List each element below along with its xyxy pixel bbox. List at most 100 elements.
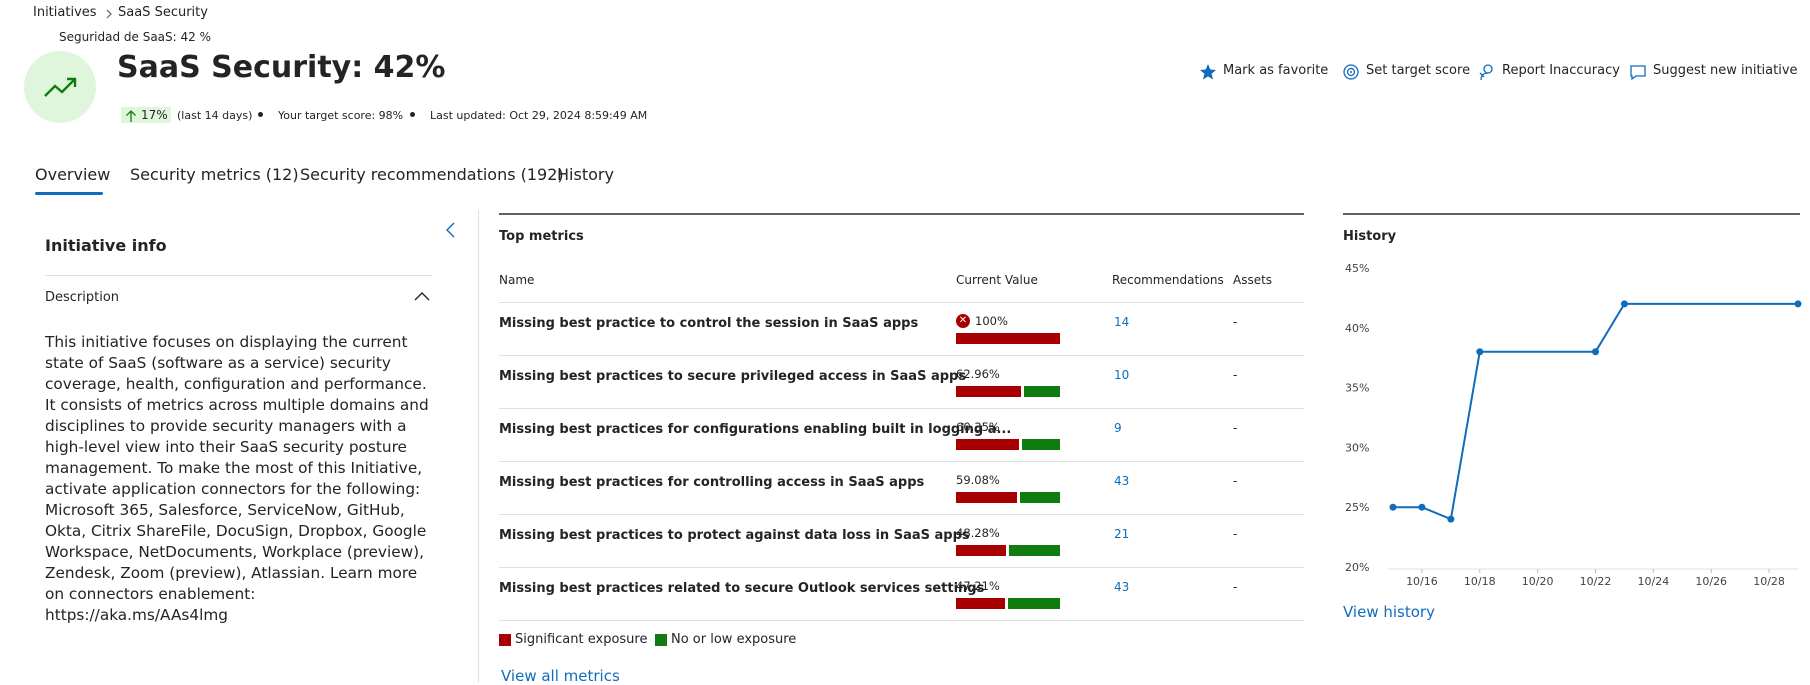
recommendations-link[interactable]: 9 <box>1114 421 1122 435</box>
assets: - <box>1233 474 1238 488</box>
trend-icon <box>24 51 96 123</box>
data-point <box>1476 348 1484 356</box>
legend-label: Significant exposure <box>515 632 648 647</box>
metric-name[interactable]: Missing best practices to protect agains… <box>499 528 970 543</box>
section-title: Description <box>45 290 120 305</box>
breadcrumb-link[interactable]: Initiatives <box>33 5 97 20</box>
row-divider <box>499 408 1304 409</box>
section-toggle[interactable] <box>413 290 431 302</box>
x-tick-label: 10/26 <box>1695 575 1727 588</box>
tab[interactable]: Security metrics (12) <box>130 165 299 184</box>
x-tick-label: 10/22 <box>1580 575 1612 588</box>
y-tick-label: 45% <box>1345 262 1369 275</box>
significant-bar <box>956 492 1018 503</box>
metric-value: 62.96% <box>956 367 1000 381</box>
metric-value: 59.08% <box>956 473 1000 487</box>
metric-name[interactable]: Missing best practices for configuration… <box>499 422 1012 437</box>
assets: - <box>1233 527 1238 541</box>
target-score: Your target score: 98% <box>278 109 404 122</box>
panel-divider <box>478 210 479 683</box>
low-bar <box>1020 492 1060 503</box>
metric-name[interactable]: Missing best practices to secure privile… <box>499 369 967 384</box>
breadcrumb-separator <box>106 9 112 19</box>
metric-value: 60.35% <box>956 420 1000 434</box>
recommendations-link[interactable]: 10 <box>1114 368 1130 382</box>
row-divider <box>499 461 1304 462</box>
card-border <box>1343 213 1800 215</box>
significant-bar <box>956 439 1019 450</box>
x-tick-label: 10/16 <box>1406 575 1438 588</box>
recommendations-link[interactable]: 14 <box>1114 315 1130 329</box>
significant-bar <box>956 333 1060 344</box>
action-button[interactable]: Set target score <box>1366 63 1471 78</box>
history-chart: 20% 25% 30% 35% 40% 45% 10/16 10/18 10/20 10/22 10… <box>1345 262 1802 588</box>
row-divider <box>499 355 1304 356</box>
x-tick-label: 10/20 <box>1522 575 1554 588</box>
low-bar <box>1021 439 1060 450</box>
metric-name[interactable]: Missing best practices related to secure… <box>499 581 985 596</box>
row-divider <box>499 514 1304 515</box>
tab-selected[interactable]: Overview <box>35 165 111 184</box>
metric-value: 47.21% <box>956 579 1000 593</box>
row-divider <box>499 567 1304 568</box>
breadcrumb-current: SaaS Security <box>118 5 208 20</box>
x-tick-label: 10/18 <box>1464 575 1496 588</box>
data-point <box>1418 503 1426 511</box>
x-tick-label: 10/28 <box>1753 575 1785 588</box>
target-icon <box>1343 64 1359 80</box>
collapse-button[interactable] <box>444 221 458 239</box>
line-series <box>1393 302 1798 521</box>
action-button[interactable]: Report Inaccuracy <box>1502 63 1620 78</box>
card-title: Top metrics <box>499 229 584 244</box>
y-tick-label: 35% <box>1345 382 1369 395</box>
page-title: SaaS Security: 42% <box>117 50 446 85</box>
star-icon <box>1200 64 1216 80</box>
legend-swatch <box>499 634 511 646</box>
metric-name[interactable]: Missing best practices for controlling a… <box>499 475 925 490</box>
metric-name[interactable]: Missing best practice to control the ses… <box>499 316 919 331</box>
low-bar <box>1024 386 1060 397</box>
column-header: Assets <box>1233 273 1273 287</box>
tab[interactable]: History <box>557 165 614 184</box>
data-point <box>1794 300 1802 308</box>
y-tick-label: 20% <box>1345 561 1369 574</box>
assets: - <box>1233 315 1238 329</box>
metric-value: 48.28% <box>956 526 1000 540</box>
panel-title: Initiative info <box>45 236 167 255</box>
data-point <box>1447 515 1455 523</box>
data-point <box>1620 300 1628 308</box>
significant-bar <box>956 386 1022 397</box>
row-divider <box>499 620 1304 621</box>
divider <box>45 275 432 276</box>
column-header: Name <box>499 273 535 287</box>
recommendations-link[interactable]: 43 <box>1114 580 1130 594</box>
trend-badge: 17% <box>121 107 171 123</box>
card-border <box>499 213 1304 215</box>
trend-period: (last 14 days) <box>177 109 253 122</box>
low-bar <box>1009 545 1060 556</box>
data-point <box>1389 503 1397 511</box>
dot <box>258 112 263 117</box>
low-bar <box>1008 598 1060 609</box>
error-icon: ✕ <box>956 314 970 328</box>
y-tick-label: 40% <box>1345 322 1369 335</box>
trend-value: 17% <box>141 108 168 122</box>
tab-underline <box>35 192 103 195</box>
significant-bar <box>956 598 1006 609</box>
assets: - <box>1233 421 1238 435</box>
last-updated: Last updated: Oct 29, 2024 8:59:49 AM <box>430 109 648 122</box>
x-tick-label: 10/24 <box>1638 575 1670 588</box>
column-header: Recommendations <box>1112 273 1224 287</box>
recommendations-link[interactable]: 21 <box>1114 527 1130 541</box>
action-button[interactable]: Mark as favorite <box>1223 63 1329 78</box>
view-all-link[interactable]: View all metrics <box>501 667 620 685</box>
tab[interactable]: Security recommendations (192) <box>300 165 564 184</box>
header-divider <box>499 302 1304 303</box>
view-history-link[interactable]: View history <box>1343 603 1435 621</box>
report-icon <box>1479 64 1493 81</box>
y-tick-label: 30% <box>1345 441 1369 454</box>
action-button[interactable]: Suggest new initiative <box>1653 63 1798 78</box>
legend-swatch <box>655 634 667 646</box>
recommendations-link[interactable]: 43 <box>1114 474 1130 488</box>
